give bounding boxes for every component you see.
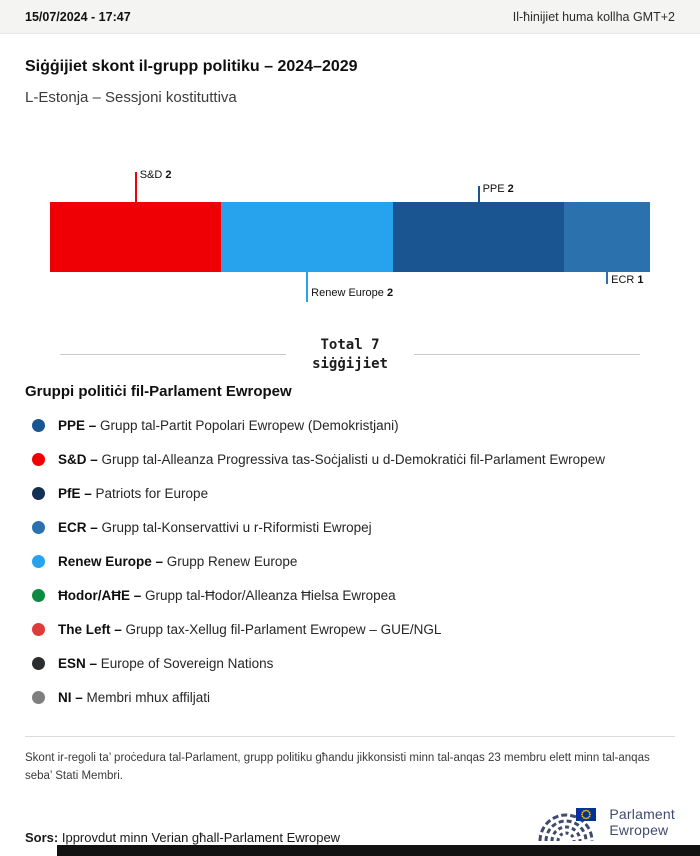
legend-color-dot [32,623,45,637]
callout-tick-ecr [606,272,609,284]
total-seats-line1: Total 7 [320,337,380,353]
callout-label-ecr: ECR 1 [611,274,644,286]
legend-item-s-d: S&D – Grupp tal-Alleanza Progressiva tas… [25,443,675,477]
legend-item-label: PfE – Patriots for Europe [58,486,209,502]
eu-flag-icon [576,808,597,822]
legend-color-dot [32,555,45,569]
callout-tick-ppe [477,186,480,202]
legend-item-label: ESN – Europe of Sovereign Nations [58,656,274,672]
main-content: Siġġijiet skont il-grupp politiku – 2024… [0,58,700,847]
legend-list: PPE – Grupp tal-Partit Popolari Ewropew … [25,409,675,715]
legend-item-ni: NI – Membri mhux affiljati [25,681,675,715]
seat-bar [50,202,650,272]
ep-logo: Parlament Ewropew [538,801,675,843]
total-seats-label: Total 7 siġġijiet [312,336,388,374]
footnote: Skont ir-regoli ta’ proċedura tal-Parlam… [25,751,650,782]
source-text: Ipprovdut minn Verian għall-Parlament Ew… [61,830,341,846]
ep-logo-line1: Parlament [609,806,675,823]
legend-color-dot [32,453,45,467]
legend-item-label: ECR – Grupp tal-Konservattivi u r-Riform… [58,520,372,536]
divider-line-right [413,354,641,356]
bar-segment-renew-europe[interactable] [221,202,393,272]
footer-row: Sors: Ipprovdut minn Verian għall-Parlam… [25,801,675,847]
callout-tick-renew-europe [306,272,309,302]
legend-item-pfe: PfE – Patriots for Europe [25,477,675,511]
page-title: Siġġijiet skont il-grupp politiku – 2024… [25,58,358,75]
bottom-bar [57,845,700,856]
legend-color-dot [32,691,45,705]
legend-item-label: The Left – Grupp tax-Xellug fil-Parlamen… [58,622,442,638]
legend-item-esn: ESN – Europe of Sovereign Nations [25,647,675,681]
source-line: Sors: Ipprovdut minn Verian għall-Parlam… [25,830,340,845]
bar-segment-ecr[interactable] [564,202,650,272]
legend-item-label: Ħodor/AĦE – Grupp tal-Ħodor/Alleanza Ħie… [58,588,396,604]
page-subtitle: L-Estonja – Sessjoni kostituttiva [25,89,237,106]
legend-color-dot [32,419,45,433]
legend-color-dot [32,589,45,603]
datetime: 15/07/2024 - 17:47 [25,9,131,24]
callout-tick-s-d [134,172,137,202]
callout-label-renew-europe: Renew Europe 2 [311,287,394,299]
callout-label-s-d: S&D 2 [139,169,172,181]
legend-item-odor-a-e: Ħodor/AĦE – Grupp tal-Ħodor/Alleanza Ħie… [25,579,675,613]
legend-color-dot [32,657,45,671]
legend-item-ecr: ECR – Grupp tal-Konservattivi u r-Riform… [25,511,675,545]
legend-item-the-left: The Left – Grupp tax-Xellug fil-Parlamen… [25,613,675,647]
ep-hemicycle-icon [538,808,597,842]
legend-item-renew-europe: Renew Europe – Grupp Renew Europe [25,545,675,579]
timezone-note: Il-ħinijiet huma kollha GMT+2 [512,9,675,24]
legend-item-label: Renew Europe – Grupp Renew Europe [58,554,298,570]
total-seats: Total 7 siġġijiet [60,336,641,374]
bar-segment-s-d[interactable] [50,202,222,272]
legend-item-label: S&D – Grupp tal-Alleanza Progressiva tas… [58,452,605,468]
callout-label-ppe: PPE 2 [482,183,514,195]
legend-item-ppe: PPE – Grupp tal-Partit Popolari Ewropew … [25,409,675,443]
legend-color-dot [32,487,45,501]
legend-heading: Gruppi politiċi fil-Parlament Ewropew [25,382,292,400]
ep-logo-text: Parlament Ewropew [609,806,675,838]
total-seats-line2: siġġijiet [312,355,388,372]
source-label: Sors: [25,830,59,846]
divider-line-left [60,354,287,356]
legend-item-label: NI – Membri mhux affiljati [58,690,211,706]
legend-color-dot [32,521,45,535]
header-bar: 15/07/2024 - 17:47 Il-ħinijiet huma koll… [0,0,700,34]
legend-item-label: PPE – Grupp tal-Partit Popolari Ewropew … [58,418,399,434]
stacked-bar-chart: S&D 2 Renew Europe 2 PPE 2 ECR 1 [50,168,650,310]
ep-logo-line2: Ewropew [609,822,669,839]
section-divider [25,735,675,737]
bar-segment-ppe[interactable] [392,202,565,272]
